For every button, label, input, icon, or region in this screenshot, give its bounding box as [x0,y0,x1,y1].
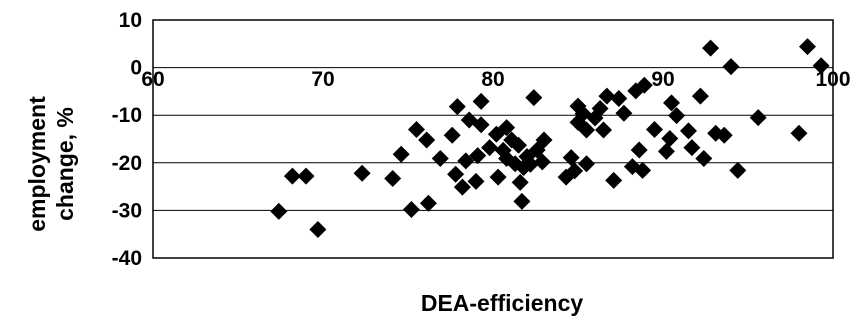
data-point [460,111,478,129]
data-point [447,165,465,183]
data-point [469,147,487,165]
y-tick-label: 0 [130,57,142,80]
data-point [691,87,709,105]
data-point [498,119,516,137]
data-point [489,168,507,186]
data-point [729,161,747,179]
data-point [453,178,471,196]
data-point [598,87,616,105]
data-point [749,109,767,127]
data-point [812,57,830,75]
data-point [533,153,551,171]
data-point [448,98,466,116]
data-point [615,104,633,122]
data-point [392,145,410,163]
data-points [270,38,830,238]
data-point [525,89,543,107]
data-point [467,172,485,190]
x-tick-label: 60 [141,68,164,91]
data-point [715,126,733,144]
data-point [402,200,420,218]
data-point [610,90,628,108]
data-point [591,100,609,118]
plot-area-frame [152,19,834,259]
x-axis-title: DEA-efficiency [421,290,584,316]
y-tick-label: -30 [112,199,142,222]
data-point [419,194,437,212]
data-point [457,152,475,170]
data-point [472,116,490,134]
data-point [634,161,652,179]
data-point [668,107,686,125]
x-tick-label: 70 [311,68,334,91]
data-point [353,164,371,182]
data-point [790,124,808,142]
data-point [635,76,653,94]
data-point [578,155,595,173]
data-point [657,142,675,160]
x-tick-label: 90 [651,68,674,91]
data-point [535,131,553,149]
data-point [630,141,648,159]
data-point [510,136,527,154]
data-point [511,173,529,191]
y-tick-label: 10 [119,9,142,32]
data-point [283,167,301,185]
data-point [309,220,327,238]
data-point [384,170,402,188]
data-point [799,38,816,56]
data-point [521,155,539,173]
data-point [702,39,720,57]
data-point [431,150,449,168]
data-point [472,92,490,110]
data-point [605,171,623,189]
x-tick-label: 80 [481,68,504,91]
data-point [566,162,584,180]
y-tick-label: -20 [112,152,142,175]
y-axis-title-line-2: change, % [52,107,78,221]
data-point [683,139,701,157]
y-tick-label: -10 [112,104,142,127]
data-point [443,126,461,144]
data-point [562,149,580,167]
data-point [722,58,740,76]
data-point [513,192,531,210]
x-tick-label: 100 [815,68,850,91]
data-point [408,120,425,138]
data-point [418,131,436,149]
y-axis-title-line-1: employment [24,96,50,232]
data-point [595,121,612,139]
y-tick-label: -40 [112,247,142,270]
data-point [661,130,679,148]
data-point [481,139,499,157]
data-point [578,121,595,139]
data-point [646,120,663,138]
data-point [297,167,315,185]
data-point [695,150,713,168]
data-point [270,202,288,220]
data-point [663,94,680,112]
data-point [680,122,697,140]
